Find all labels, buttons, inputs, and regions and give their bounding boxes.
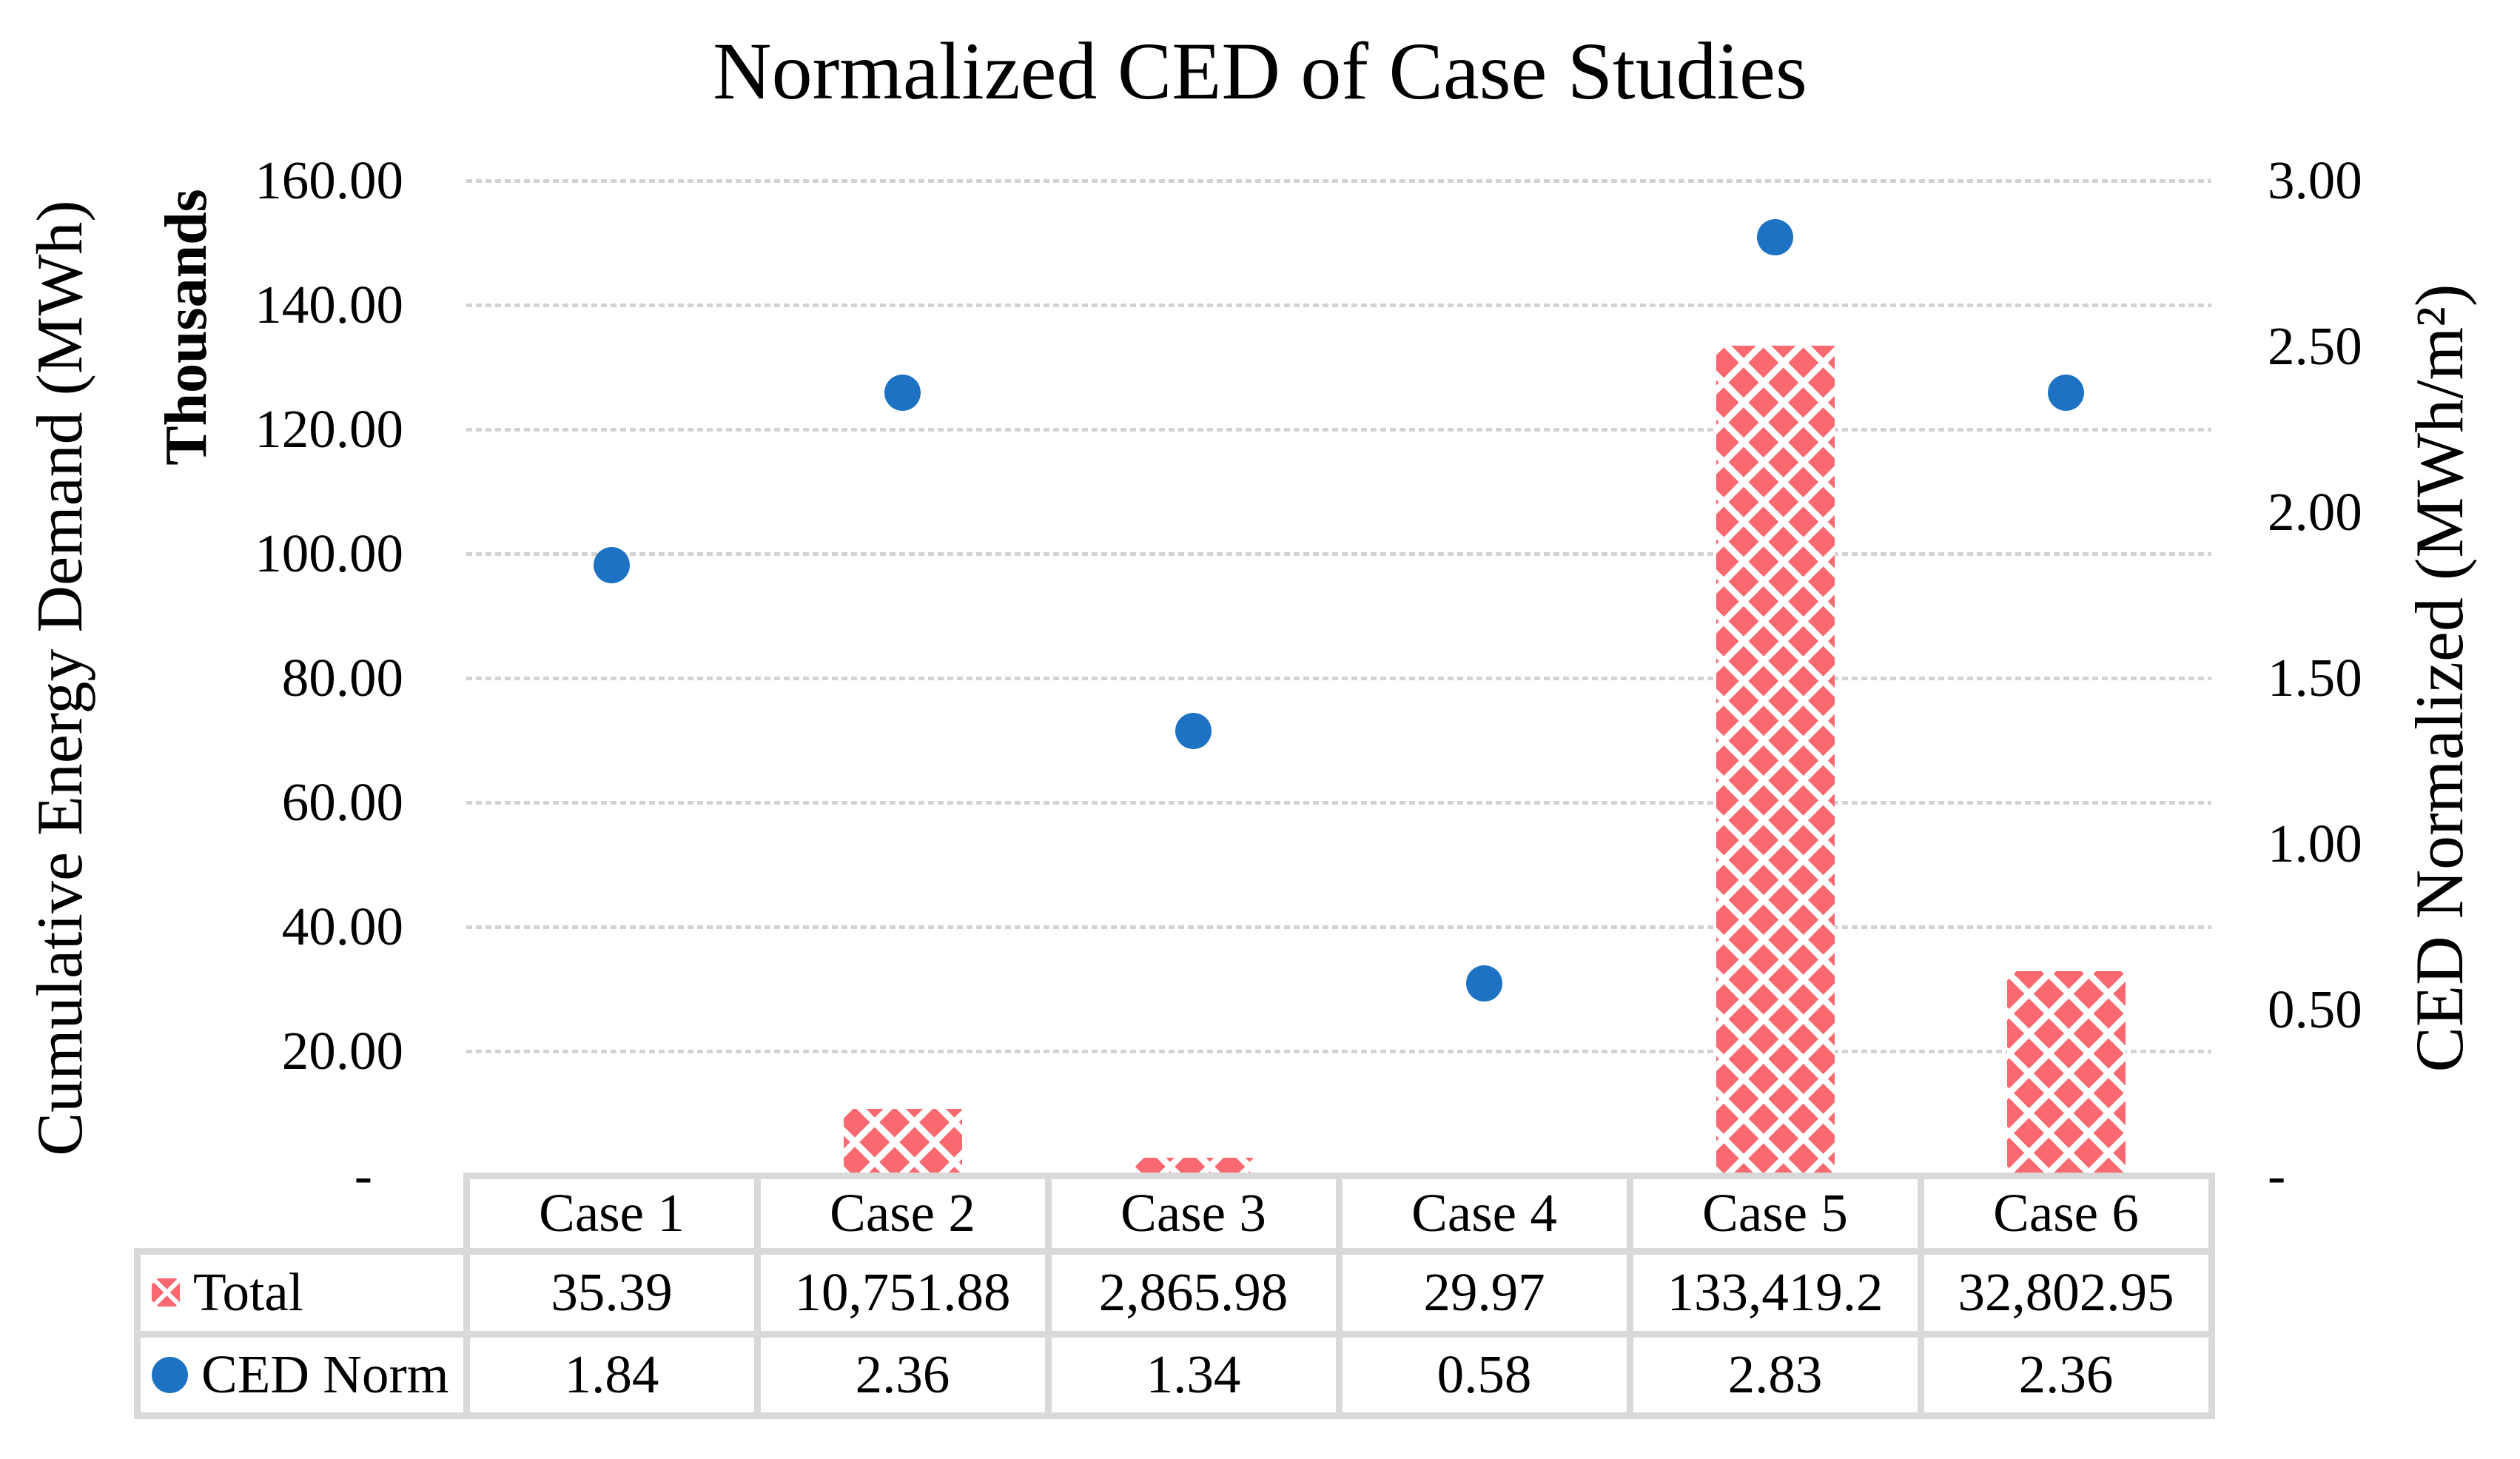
table-value-cell: 32,802.95 [1958, 1262, 2174, 1322]
h-gridline [466, 676, 2211, 680]
right-axis-tick: 2.00 [2268, 482, 2362, 542]
table-header-cell: Case 3 [1120, 1183, 1266, 1243]
left-axis-tick: 40.00 [281, 896, 403, 956]
table-border [1626, 1172, 1633, 1419]
table-header-cell: Case 4 [1411, 1183, 1557, 1243]
table-border [1335, 1172, 1343, 1419]
table-border [137, 1247, 2211, 1255]
right-axis-tick: 0.50 [2268, 979, 2362, 1039]
table-value-cell: 10,751.88 [794, 1262, 1011, 1322]
table-value-cell: 2.36 [2018, 1344, 2114, 1404]
left-axis-tick: 100.00 [255, 523, 403, 583]
ced-norm-marker-icon [152, 1356, 188, 1393]
table-value-cell: 1.34 [1146, 1344, 1241, 1404]
left-axis-tick: - [354, 1145, 372, 1205]
left-axis-tick: 60.00 [281, 772, 403, 832]
right-axis-tick: 1.50 [2268, 648, 2362, 708]
right-axis-title: CED Normalized (MWh/m²) [2402, 284, 2477, 1073]
marker-case-2 [884, 375, 921, 412]
left-axis-tick: 80.00 [281, 648, 403, 708]
table-header-cell: Case 2 [830, 1183, 975, 1243]
table-value-cell: 35.39 [551, 1262, 673, 1322]
h-gridline [466, 178, 2211, 183]
h-gridline [466, 800, 2211, 805]
table-value-cell: 2.36 [855, 1344, 950, 1404]
legend-label: Total [193, 1262, 303, 1322]
table-value-cell: 2.83 [1727, 1344, 1823, 1404]
h-gridline [466, 1049, 2211, 1053]
table-border [753, 1172, 761, 1419]
marker-case-3 [1175, 713, 1212, 750]
marker-case-5 [1757, 218, 1793, 255]
h-gridline [466, 551, 2211, 556]
bar-case-6 [2006, 971, 2126, 1175]
marker-case-6 [2048, 375, 2084, 412]
bar-case-5 [1716, 346, 1835, 1175]
table-border [1044, 1172, 1052, 1419]
table-value-cell: 1.84 [564, 1344, 659, 1404]
marker-case-4 [1466, 965, 1502, 1002]
table-border [463, 1172, 470, 1419]
right-axis-tick: 1.00 [2268, 814, 2362, 873]
right-axis-tick: - [2268, 1145, 2286, 1205]
right-axis-tick: 2.50 [2268, 316, 2362, 376]
table-header-cell: Case 5 [1702, 1183, 1848, 1243]
table-value-cell: 0.58 [1437, 1344, 1532, 1404]
table-value-cell: 29.97 [1423, 1262, 1545, 1322]
table-border [137, 1330, 2211, 1338]
left-axis-title: Cumulative Energy Demand (MWh) [24, 200, 96, 1156]
h-gridline [466, 427, 2211, 432]
left-axis-tick: 160.00 [255, 150, 403, 210]
table-header-cell: Case 1 [539, 1183, 685, 1243]
left-axis-tick: 140.00 [255, 275, 403, 335]
table-border [137, 1412, 2211, 1419]
h-gridline [466, 925, 2211, 929]
h-gridline [466, 303, 2211, 307]
table-border [1917, 1172, 1924, 1419]
left-axis-tick: 120.00 [255, 399, 403, 459]
left-axis-tick: 20.00 [281, 1021, 403, 1081]
table-value-cell: 133,419.2 [1667, 1262, 1884, 1322]
table-border [133, 1247, 141, 1419]
right-axis-tick: 3.00 [2268, 150, 2362, 210]
table-border [2208, 1172, 2215, 1419]
legend-cell-ced-norm: CED Norm [137, 1334, 466, 1415]
table-value-cell: 2,865.98 [1098, 1262, 1288, 1322]
legend-cell-total: Total [137, 1251, 466, 1334]
chart-title: Normalized CED of Case Studies [713, 26, 1807, 116]
total-bar-swatch-icon [152, 1278, 180, 1307]
bar-case-2 [843, 1108, 962, 1175]
legend-label: CED Norm [201, 1344, 449, 1404]
table-header-cell: Case 6 [1993, 1183, 2139, 1243]
marker-case-1 [594, 547, 630, 584]
